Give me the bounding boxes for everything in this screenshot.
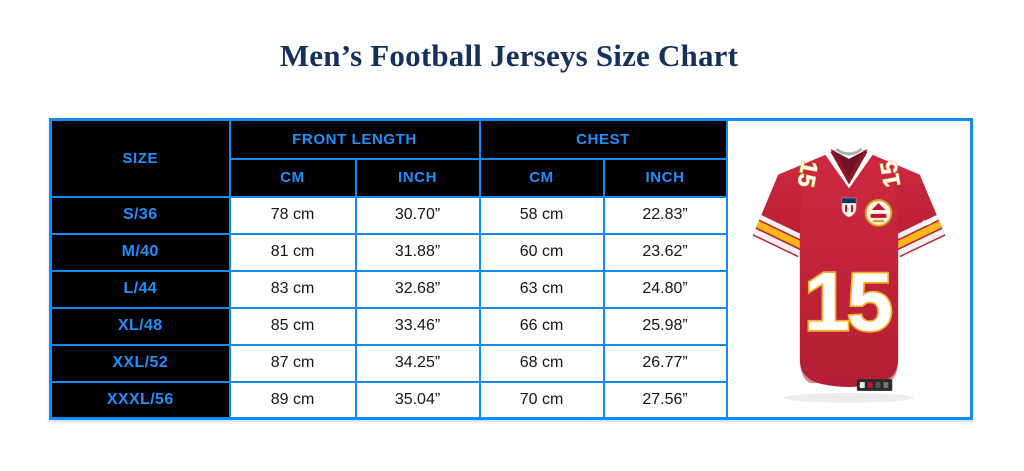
size-label: XXXL/56 xyxy=(49,380,231,420)
jersey-product-image: 15 15 xyxy=(725,118,973,420)
team-patch-icon xyxy=(864,199,893,227)
front-length-cm-value: 89 cm xyxy=(228,380,357,420)
header-chest: CHEST xyxy=(478,118,728,160)
size-chart-container: SIZE FRONT LENGTH CHEST xyxy=(49,118,974,420)
header-size: SIZE xyxy=(49,118,231,198)
front-length-inch-value: 35.04” xyxy=(354,380,481,420)
jersey-collar xyxy=(830,147,868,185)
size-label: M/40 xyxy=(49,232,231,272)
front-length-cm-value: 87 cm xyxy=(228,343,357,383)
chest-inch-value: 24.80” xyxy=(602,269,728,309)
chest-cm-value: 58 cm xyxy=(478,195,605,235)
front-length-cm-value: 81 cm xyxy=(228,232,357,272)
chest-number: 15 xyxy=(804,255,891,348)
size-row-xl: XL/48 85 cm 33.46” 66 cm 25.98” xyxy=(49,306,972,346)
header-front-inch: INCH xyxy=(354,157,481,198)
size-row-xxl: XXL/52 87 cm 34.25” 68 cm 26.77” xyxy=(49,343,972,383)
chest-cm-value: 60 cm xyxy=(478,232,605,272)
nike-swoosh-icon xyxy=(921,216,938,226)
header-front-length: FRONT LENGTH xyxy=(228,118,481,160)
size-label: L/44 xyxy=(49,269,231,309)
chest-cm-value: 63 cm xyxy=(478,269,605,309)
front-length-cm-value: 83 cm xyxy=(228,269,357,309)
chest-inch-value: 27.56” xyxy=(602,380,728,420)
jersey-image-box: 15 15 xyxy=(729,125,970,413)
size-label: XL/48 xyxy=(49,306,231,346)
chest-cm-value: 70 cm xyxy=(478,380,605,420)
size-row-m: M/40 81 cm 31.88” 60 cm 23.62” xyxy=(49,232,972,272)
front-length-inch-value: 33.46” xyxy=(354,306,481,346)
nfl-jock-tag-icon xyxy=(856,379,893,391)
chest-cm-value: 68 cm xyxy=(478,343,605,383)
size-label: XXL/52 xyxy=(49,343,231,383)
chest-cm-value: 66 cm xyxy=(478,306,605,346)
chest-inch-value: 25.98” xyxy=(602,306,728,346)
front-length-inch-value: 31.88” xyxy=(354,232,481,272)
size-row-s: S/36 78 cm 30.70” 58 cm 22.83” xyxy=(49,195,972,235)
nfl-shield-logo xyxy=(841,197,857,218)
front-length-inch-value: 30.70” xyxy=(354,195,481,235)
shoulder-number-left: 15 xyxy=(791,159,821,189)
header-chest-inch: INCH xyxy=(602,157,728,198)
front-length-inch-value: 34.25” xyxy=(354,343,481,383)
chest-inch-value: 22.83” xyxy=(602,195,728,235)
chest-inch-value: 26.77” xyxy=(602,343,728,383)
front-length-cm-value: 78 cm xyxy=(228,195,357,235)
football-jersey-graphic: 15 15 xyxy=(752,147,946,403)
size-row-l: L/44 83 cm 32.68” 63 cm 24.80” xyxy=(49,269,972,309)
jersey-shadow xyxy=(783,392,914,403)
front-length-cm-value: 85 cm xyxy=(228,306,357,346)
size-label: S/36 xyxy=(49,195,231,235)
header-front-cm: CM xyxy=(228,157,357,198)
size-chart-table: SIZE FRONT LENGTH CHEST xyxy=(49,118,974,420)
page-title: Men’s Football Jerseys Size Chart xyxy=(279,38,739,73)
shoulder-number-right: 15 xyxy=(876,159,906,189)
chest-inch-value: 23.62” xyxy=(602,232,728,272)
size-row-xxxl: XXXL/56 89 cm 35.04” 70 cm 27.56” xyxy=(49,380,972,420)
header-chest-cm: CM xyxy=(478,157,605,198)
front-length-inch-value: 32.68” xyxy=(354,269,481,309)
